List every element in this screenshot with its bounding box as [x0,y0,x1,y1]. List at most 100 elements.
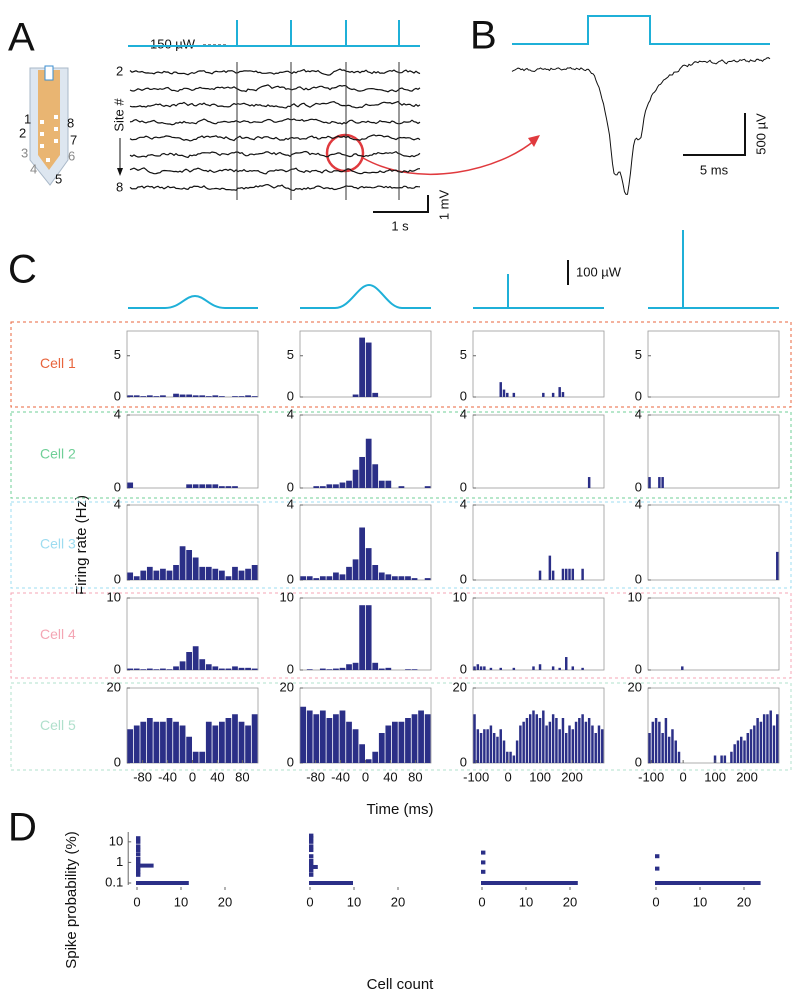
bar [160,568,166,580]
bar [212,484,219,488]
cell-label: Cell 3 [40,536,76,552]
y-tick-label: 0 [287,571,294,586]
bar [136,860,141,865]
bar [127,572,134,580]
bar [245,667,251,670]
y-tick-label: 0 [114,571,121,586]
x-tick-label: 20 [218,894,232,909]
y-tick-label: 4 [114,496,121,511]
bar [522,721,525,763]
bar [594,733,597,763]
bar [512,392,516,397]
cell-box [10,592,792,679]
bar [225,486,232,488]
x-tick-label: 10 [693,894,707,909]
plot-frame [472,330,605,398]
x-tick-label: 40 [210,769,224,784]
plot-frame [299,414,432,489]
y-tick-label: 0.1 [105,874,123,889]
cell-label: Cell 2 [40,446,76,462]
y-tick-label: 4 [287,496,294,511]
bar [136,863,154,868]
bar [219,721,225,763]
y-tick-label: 4 [460,496,467,511]
bar [473,714,476,763]
bar [179,725,186,763]
stimulus-trace [648,230,779,309]
bar [581,568,584,580]
scale-label: 1 s [391,218,409,233]
bar [232,714,238,763]
plot-frame [126,597,259,671]
bar [166,718,173,763]
bar [658,477,661,488]
bar [346,664,352,670]
bar [306,576,313,580]
bar [306,669,313,670]
bar [519,725,522,763]
zoom-arrow [362,139,536,176]
x-tick-label: 20 [563,894,577,909]
bar [424,486,431,488]
bar [424,714,431,763]
y-tick-label: 0 [287,479,294,494]
bar [133,576,140,580]
x-tick-label: 0 [189,769,196,784]
bar [365,605,372,670]
bar [136,848,141,853]
bar [352,729,359,763]
bar [378,668,385,670]
bar [186,394,192,397]
bar [251,396,258,397]
bar [548,555,552,580]
bar [651,721,655,763]
zoom-arrow-head [528,135,540,147]
bar [238,570,245,580]
bar [251,668,258,670]
bar [232,666,238,670]
x-tick-label: 80 [408,769,422,784]
bar [205,664,212,670]
bar [186,736,192,763]
bar [581,667,584,670]
bar [339,574,346,580]
probe-site: 8 [67,115,74,130]
scale-label: 500 µV [753,113,768,155]
bar [565,568,568,580]
x-tick-label: 200 [736,769,758,784]
y-tick-label: 0 [287,661,294,676]
x-tick-label: 20 [391,894,405,909]
y-tick-label: 4 [460,406,467,421]
bar [309,864,318,869]
bar [512,755,516,763]
scale-label: 100 µW [576,264,622,279]
y-tick-label: 1 [116,854,123,869]
bar [481,850,486,855]
bar [140,396,147,397]
bar [372,751,379,763]
site-label: 8 [116,179,123,194]
x-tick-label: -100 [463,769,489,784]
bar [776,714,779,763]
x-tick-label: 10 [347,894,361,909]
bar [365,548,372,580]
bar [512,667,516,670]
y-tick-label: 0 [114,754,121,769]
y-tick-label: 20 [453,679,467,694]
bar [359,456,365,488]
x-tick-label: -80 [133,769,152,784]
bar [339,482,346,488]
y-tick-label: 0 [114,388,121,403]
x-tick-label: 80 [235,769,249,784]
bar [378,733,385,763]
bar [671,729,674,763]
scale-bar [373,195,429,213]
bar [398,576,405,580]
bar [772,725,776,763]
x-tick-label: 0 [306,894,313,909]
bar [136,881,189,886]
bar [591,725,594,763]
plot-frame [472,504,605,581]
bar [346,480,352,488]
bar [535,714,538,763]
